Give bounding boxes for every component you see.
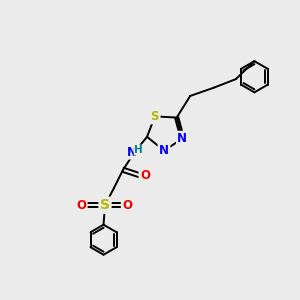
Text: N: N [177, 132, 188, 145]
Text: N: N [127, 146, 137, 159]
Text: O: O [140, 169, 150, 182]
Text: O: O [122, 199, 132, 212]
Text: N: N [159, 144, 169, 157]
Text: H: H [134, 145, 143, 155]
Text: S: S [100, 198, 110, 212]
Text: S: S [151, 110, 159, 123]
Text: O: O [76, 199, 86, 212]
